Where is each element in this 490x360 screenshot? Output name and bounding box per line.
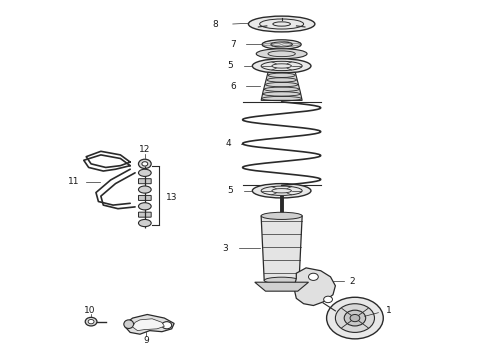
Ellipse shape (124, 320, 134, 328)
Ellipse shape (262, 40, 301, 49)
Ellipse shape (139, 186, 151, 193)
FancyBboxPatch shape (139, 212, 151, 217)
Ellipse shape (88, 319, 94, 324)
Text: 2: 2 (350, 277, 355, 286)
Ellipse shape (344, 310, 366, 326)
Ellipse shape (139, 169, 151, 176)
Ellipse shape (139, 220, 151, 226)
Ellipse shape (139, 159, 151, 168)
Text: 1: 1 (386, 306, 392, 315)
Text: 13: 13 (166, 193, 177, 202)
Text: 7: 7 (230, 40, 236, 49)
Polygon shape (133, 319, 164, 330)
Polygon shape (261, 72, 302, 100)
Text: 4: 4 (225, 139, 231, 148)
Ellipse shape (142, 162, 148, 166)
Ellipse shape (256, 49, 307, 59)
Ellipse shape (162, 321, 172, 329)
Ellipse shape (261, 212, 302, 220)
Ellipse shape (248, 16, 315, 32)
Text: 5: 5 (227, 186, 233, 195)
Text: 10: 10 (84, 306, 96, 315)
Text: 6: 6 (230, 82, 236, 91)
Ellipse shape (252, 59, 311, 73)
Ellipse shape (264, 277, 299, 284)
FancyBboxPatch shape (139, 195, 151, 201)
Text: 8: 8 (213, 19, 219, 28)
Ellipse shape (350, 315, 360, 321)
Text: 11: 11 (68, 177, 80, 186)
Ellipse shape (85, 318, 97, 326)
Ellipse shape (327, 297, 383, 339)
Polygon shape (261, 216, 302, 280)
Ellipse shape (335, 304, 374, 332)
FancyBboxPatch shape (139, 179, 151, 184)
Polygon shape (294, 268, 335, 306)
Text: 3: 3 (222, 244, 228, 253)
Ellipse shape (324, 296, 332, 303)
Ellipse shape (252, 184, 311, 198)
Polygon shape (255, 282, 309, 291)
Polygon shape (125, 315, 174, 334)
Text: 5: 5 (227, 62, 233, 71)
Ellipse shape (309, 273, 318, 280)
Text: 12: 12 (139, 145, 150, 154)
Text: 9: 9 (144, 336, 149, 345)
Ellipse shape (139, 203, 151, 210)
